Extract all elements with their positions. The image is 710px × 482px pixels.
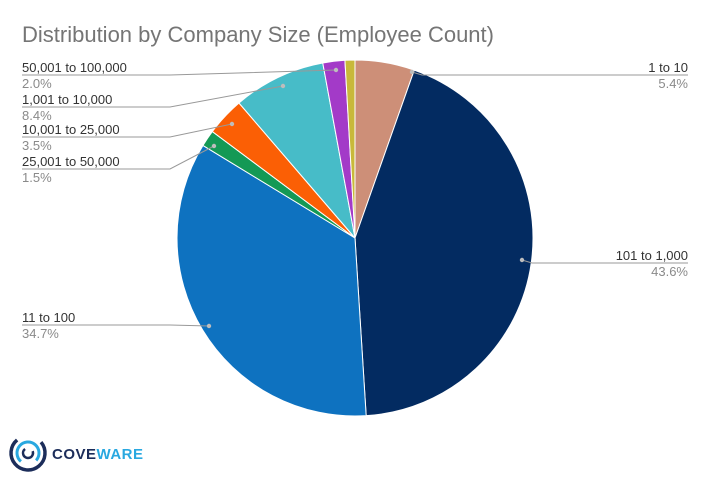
slice-label: 50,001 to 100,000: [22, 60, 127, 75]
pie-slice-3: [176, 144, 367, 417]
slice-percent-label: 2.0%: [22, 76, 52, 91]
slice-percent-label: 3.5%: [22, 138, 52, 153]
slice-label: 25,001 to 50,000: [22, 154, 120, 169]
logo-text-cove: COVE: [52, 446, 97, 463]
coveware-logo-icon: [9, 434, 47, 472]
slice-percent-label: 1.5%: [22, 170, 52, 185]
leader-dot-5: [229, 121, 235, 127]
slice-label: 10,001 to 25,000: [22, 122, 120, 137]
logo-text-ware: WARE: [97, 446, 144, 463]
slice-leaders: [22, 67, 688, 329]
coveware-logo: COVEWARE: [9, 434, 144, 472]
pie-slices: [176, 59, 534, 417]
leader-dot-7: [333, 67, 339, 73]
slice-percent-label: 43.6%: [651, 264, 688, 279]
leader-line-6: [22, 85, 284, 108]
leader-line-5: [22, 123, 233, 138]
slice-percent-label: 34.7%: [22, 326, 59, 341]
leader-dot-2: [519, 257, 525, 263]
leader-line-7: [22, 69, 337, 76]
leader-dot-1: [409, 69, 415, 75]
leader-dot-3: [206, 323, 212, 329]
leader-line-3: [22, 324, 210, 327]
slice-label: 1 to 10: [648, 60, 688, 75]
leader-line-1: [411, 71, 688, 76]
slice-label: 101 to 1,000: [616, 248, 688, 263]
pie-slice-8: [344, 59, 356, 239]
slice-label: 1,001 to 10,000: [22, 92, 112, 107]
pie-slice-6: [238, 62, 356, 240]
leader-dot-6: [280, 83, 286, 89]
logo-text: COVEWARE: [52, 446, 144, 463]
slice-percent-label: 8.4%: [22, 108, 52, 123]
leader-line-2: [521, 259, 688, 264]
slice-percent-label: 5.4%: [658, 76, 688, 91]
leader-line-4: [22, 145, 215, 170]
chart-title: Distribution by Company Size (Employee C…: [22, 22, 494, 47]
leader-dot-4: [211, 143, 217, 149]
slice-label: 11 to 100: [22, 310, 75, 325]
